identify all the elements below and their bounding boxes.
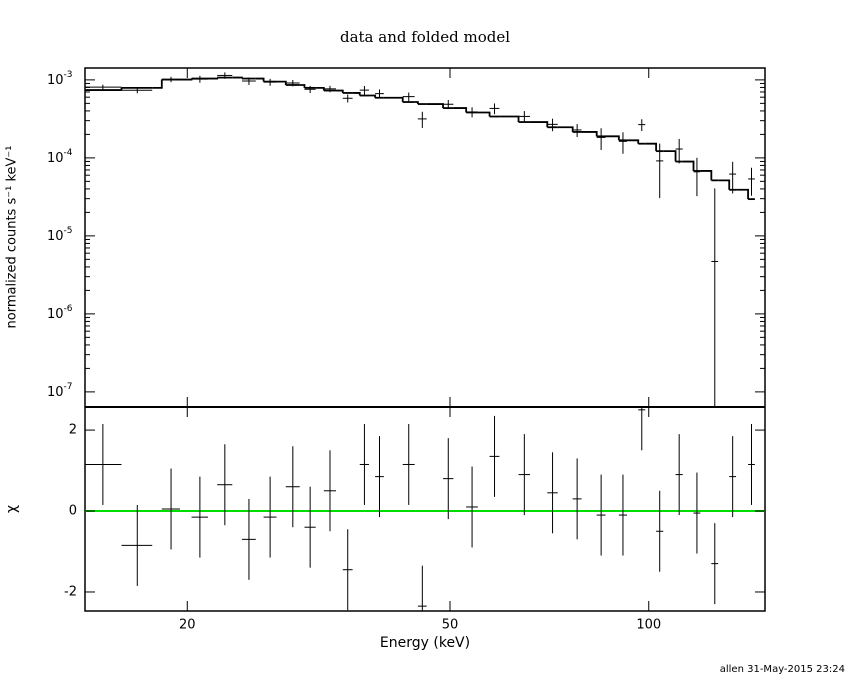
model-riser [299, 84, 306, 88]
y-tick-exponent: -6 [64, 303, 73, 313]
y-tick-exponent: -5 [64, 225, 73, 235]
model-riser [627, 139, 640, 144]
model-riser [663, 150, 677, 162]
model-riser [682, 160, 695, 171]
model-riser [276, 80, 287, 85]
y-tick-label: 10-4 [47, 147, 73, 165]
y-tick-label: 10-5 [47, 225, 73, 243]
y-tick-label: 10-6 [47, 303, 73, 321]
y-tick-exponent: -3 [64, 69, 73, 79]
y-tick-base: 10 [47, 228, 64, 243]
model-riser [336, 89, 344, 93]
x-axis-label: Energy (keV) [380, 635, 470, 651]
model-riser [645, 142, 658, 152]
model-riser [605, 135, 620, 141]
model-riser [700, 170, 713, 181]
y-tick-base: 10 [47, 150, 64, 165]
model-riser [530, 121, 549, 128]
y-tick-label: 2 [69, 423, 77, 438]
residual-axis-label: χ [4, 505, 20, 513]
model-riser [736, 188, 749, 200]
y-tick-label: 10-7 [47, 381, 73, 399]
y-tick-base: 10 [47, 306, 64, 321]
model-riser [383, 96, 404, 103]
model-riser [315, 86, 325, 91]
model-riser [453, 107, 468, 113]
data-panel [85, 72, 755, 407]
model-riser [581, 131, 598, 137]
y-axis-label: normalized counts s⁻¹ keV⁻¹ [5, 146, 20, 329]
model-riser [369, 94, 376, 98]
model-riser [426, 103, 444, 109]
y-tick-base: 10 [47, 384, 64, 399]
model-riser [180, 78, 193, 81]
x-tick-label: 50 [442, 618, 459, 633]
model-riser [499, 115, 520, 123]
model-riser [557, 126, 574, 132]
y-tick-base: 10 [47, 72, 64, 87]
model-riser [352, 92, 361, 96]
chart-title: data and folded model [340, 28, 510, 46]
model-riser [255, 77, 265, 82]
model-riser [208, 77, 219, 80]
y-tick-exponent: -7 [64, 381, 73, 391]
y-tick-label: -2 [64, 584, 77, 599]
footer: allen 31-May-2015 23:24 [720, 664, 845, 675]
model-riser [152, 79, 163, 89]
x-tick-label: 100 [636, 618, 661, 633]
model-riser [232, 76, 243, 79]
model-riser [718, 179, 731, 190]
y-tick-label: 0 [69, 504, 77, 519]
residual-panel [85, 407, 765, 611]
y-tick-label: 10-3 [47, 69, 73, 87]
y-tick-exponent: -4 [64, 147, 73, 157]
plot-frame [84, 67, 766, 612]
x-tick-label: 20 [179, 618, 196, 633]
model-riser [477, 111, 491, 117]
model-riser [414, 101, 419, 105]
